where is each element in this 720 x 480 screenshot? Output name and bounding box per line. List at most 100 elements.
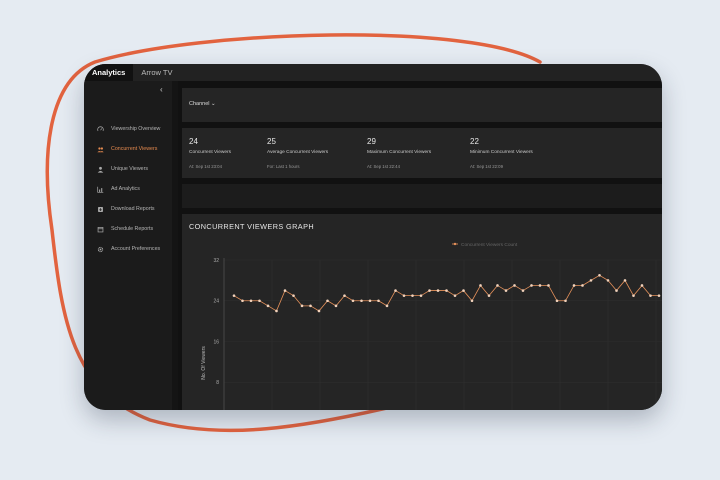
data-point (394, 289, 397, 292)
y-tick-label: 24 (213, 299, 219, 305)
people-icon (96, 145, 105, 154)
sidebar-item-concurrent-viewers[interactable]: Concurrent Viewers (84, 139, 172, 159)
stat-timestamp: At: Sep 1st 22:44 (367, 164, 400, 169)
y-tick-label: 8 (216, 380, 219, 386)
stat-label: Maximum Concurrent Viewers (367, 150, 432, 155)
stat-label: Concurrent Viewers (189, 150, 232, 155)
data-point (368, 299, 372, 303)
stat-concurrent-viewers: 24 Concurrent Viewers At: Sep 1st 23:04 (189, 137, 231, 169)
tab-analytics[interactable]: Analytics (84, 64, 134, 81)
data-point (326, 299, 329, 303)
stat-timestamp: At: Sep 1st 23:04 (189, 164, 222, 169)
data-point (615, 289, 618, 292)
data-point (555, 299, 559, 303)
data-point (649, 294, 652, 297)
data-point (487, 294, 491, 297)
data-point (504, 289, 508, 292)
data-point (564, 299, 567, 303)
stat-value: 29 (367, 137, 376, 146)
data-point (581, 284, 584, 287)
stats-panel: 24 Concurrent Viewers At: Sep 1st 23:04 … (182, 128, 662, 178)
data-point (360, 299, 363, 303)
data-point (249, 299, 253, 303)
data-point (300, 304, 304, 308)
y-tick-label: 16 (213, 339, 219, 345)
data-point (462, 289, 465, 292)
data-point (309, 304, 312, 308)
stat-maximum-concurrent-viewers: 29 Maximum Concurrent Viewers At: Sep 1s… (367, 137, 431, 169)
graph-panel: CONCURRENT VIEWERS GRAPH 8 16 24 32 No. Of V… (182, 214, 662, 410)
sidebar-item-label: Schedule Reports (111, 226, 154, 232)
data-point (266, 304, 270, 308)
main-content: Channel ⌄ 24 Concurrent Viewers At: Sep … (178, 81, 662, 410)
gauge-icon (96, 125, 105, 134)
data-point (538, 284, 542, 287)
data-point (232, 294, 236, 297)
data-point (377, 299, 380, 303)
sidebar-item-ad-analytics[interactable]: Ad Analytics (84, 179, 172, 199)
y-tick-label: 32 (213, 258, 219, 264)
channel-select[interactable]: Channel ⌄ (189, 101, 216, 107)
data-point (530, 284, 533, 287)
data-point (445, 289, 448, 292)
data-point (606, 279, 610, 282)
spacer-band (182, 184, 662, 208)
download-icon (96, 205, 105, 214)
data-point (640, 284, 644, 287)
sidebar-nav: Viewership Overview Concurrent Viewers U… (84, 119, 172, 259)
stat-label: Minimum Concurrent Viewers (470, 150, 533, 155)
sidebar-item-account-preferences[interactable]: Account Preferences (84, 239, 172, 259)
data-point (334, 304, 338, 308)
y-axis-label: No. Of Viewers (201, 346, 207, 380)
user-icon (96, 165, 105, 174)
stat-value: 25 (267, 137, 276, 146)
data-point (453, 294, 457, 297)
sidebar-item-viewership-overview[interactable]: Viewership Overview (84, 119, 172, 139)
legend-label: Concurrent Viewers Count (461, 242, 518, 248)
tab-arrow-tv[interactable]: Arrow TV (141, 68, 173, 77)
data-point (241, 299, 244, 303)
sidebar-item-label: Concurrent Viewers (111, 146, 158, 152)
sidebar-item-label: Viewership Overview (111, 126, 161, 132)
sidebar-item-label: Download Reports (111, 206, 155, 212)
calendar-icon (96, 225, 105, 234)
stat-timestamp: At: Sep 1st 22:09 (470, 164, 503, 169)
stat-timestamp: For: Last 1 hours (267, 164, 300, 169)
data-point (657, 294, 661, 297)
stat-average-concurrent-viewers: 25 Average Concurrent Viewers For: Last … (267, 137, 328, 169)
data-point (317, 309, 321, 313)
data-point (589, 279, 593, 282)
data-point (411, 294, 414, 297)
concurrent-viewers-chart: 8 16 24 32 No. Of Viewers Concurrent Viewers … (201, 242, 662, 410)
data-point (258, 299, 261, 303)
data-point (436, 289, 440, 292)
data-point (479, 284, 482, 287)
data-point (632, 294, 635, 297)
app-window: Analytics Arrow TV ‹ Viewership Overview… (84, 64, 662, 410)
legend-marker (453, 242, 457, 246)
data-point (496, 284, 499, 287)
data-point (292, 294, 295, 297)
data-point (385, 304, 389, 308)
data-point (513, 284, 516, 287)
data-point (428, 289, 431, 292)
bar-chart-icon (96, 185, 105, 194)
data-point (547, 284, 550, 287)
sidebar-item-label: Ad Analytics (111, 186, 140, 192)
gear-icon (96, 245, 105, 254)
data-point (419, 294, 423, 297)
data-point (572, 284, 576, 287)
stat-minimum-concurrent-viewers: 22 Minimum Concurrent Viewers At: Sep 1s… (470, 137, 533, 169)
filter-bar: Channel ⌄ (182, 88, 662, 122)
data-point (275, 309, 278, 313)
sidebar-item-download-reports[interactable]: Download Reports (84, 199, 172, 219)
sidebar-item-schedule-reports[interactable]: Schedule Reports (84, 219, 172, 239)
data-point (470, 299, 474, 303)
series-line (233, 274, 659, 312)
chevron-left-icon[interactable]: ‹ (160, 85, 163, 94)
data-point (283, 289, 287, 292)
sidebar-item-unique-viewers[interactable]: Unique Viewers (84, 159, 172, 179)
data-point (521, 289, 525, 292)
sidebar-item-label: Unique Viewers (111, 166, 149, 172)
